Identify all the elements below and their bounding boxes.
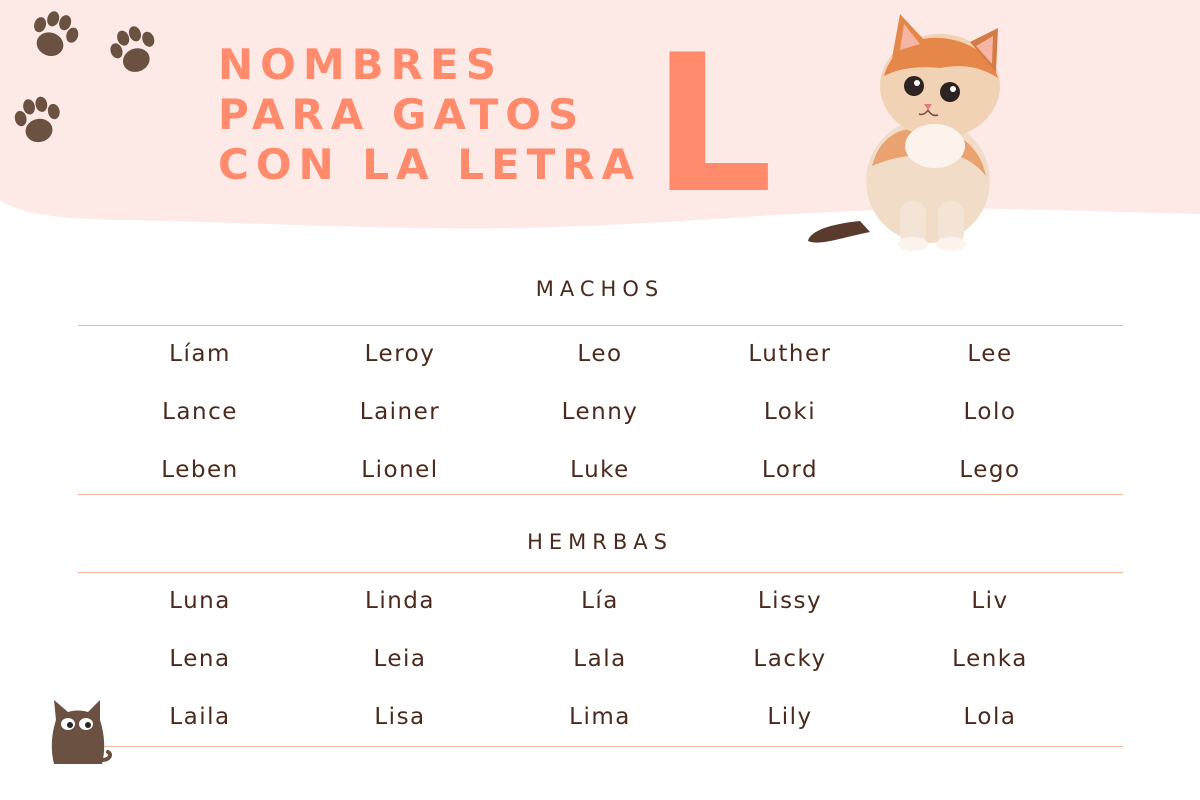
divider <box>78 325 1123 326</box>
page-title: NOMBRES PARA GATOS CON LA LETRA <box>218 40 658 190</box>
name-item: Lisa <box>374 704 426 730</box>
divider <box>78 746 1123 747</box>
title-letter: L <box>652 14 774 235</box>
name-item: Lissy <box>757 588 823 614</box>
name-item: Liv <box>971 588 1009 614</box>
title-line-2: PARA GATOS <box>218 90 586 139</box>
name-item: Líam <box>169 341 231 367</box>
name-item: Lego <box>959 457 1021 483</box>
name-item: Leo <box>577 341 623 367</box>
section-title-machos: MACHOS <box>535 277 665 301</box>
paw-print-icon <box>14 96 60 143</box>
title-line-1: NOMBRES <box>218 40 503 89</box>
name-item: Lainer <box>359 399 441 425</box>
title-line-3: CON LA LETRA <box>218 140 642 189</box>
name-item: Lance <box>162 399 238 425</box>
names-grid-machos: Líam Leroy Leo Luther Lee Lance Lainer L… <box>100 325 1100 499</box>
name-item: Lala <box>573 646 627 672</box>
name-item: Lima <box>569 704 631 730</box>
name-item: Lacky <box>753 646 827 672</box>
name-item: Lee <box>967 341 1013 367</box>
kitten-illustration <box>808 14 1000 251</box>
paw-print-icon <box>34 11 79 56</box>
name-item: Lola <box>963 704 1017 730</box>
name-item: Lía <box>581 588 619 614</box>
name-item: Lenny <box>561 399 639 425</box>
names-grid-hembras: Luna Linda Lía Lissy Liv Lena Leia Lala … <box>100 572 1100 746</box>
name-item: Lena <box>169 646 231 672</box>
paw-print-icon <box>110 26 155 72</box>
name-item: Loki <box>763 399 817 425</box>
name-item: Leia <box>373 646 427 672</box>
cat-silhouette-icon <box>51 700 112 764</box>
name-item: Lord <box>761 457 819 483</box>
name-item: Linda <box>365 588 435 614</box>
name-item: Lily <box>767 704 813 730</box>
name-item: Luther <box>748 341 832 367</box>
divider <box>78 494 1123 495</box>
section-title-hembras: HEMRBAS <box>527 530 673 554</box>
name-item: Luke <box>570 457 630 483</box>
name-item: Laila <box>169 704 231 730</box>
name-item: Luna <box>169 588 231 614</box>
name-item: Lenka <box>952 646 1028 672</box>
name-item: Leroy <box>364 341 436 367</box>
name-item: Lolo <box>963 399 1017 425</box>
name-item: Leben <box>161 457 239 483</box>
name-item: Lionel <box>361 457 439 483</box>
divider <box>78 572 1123 573</box>
